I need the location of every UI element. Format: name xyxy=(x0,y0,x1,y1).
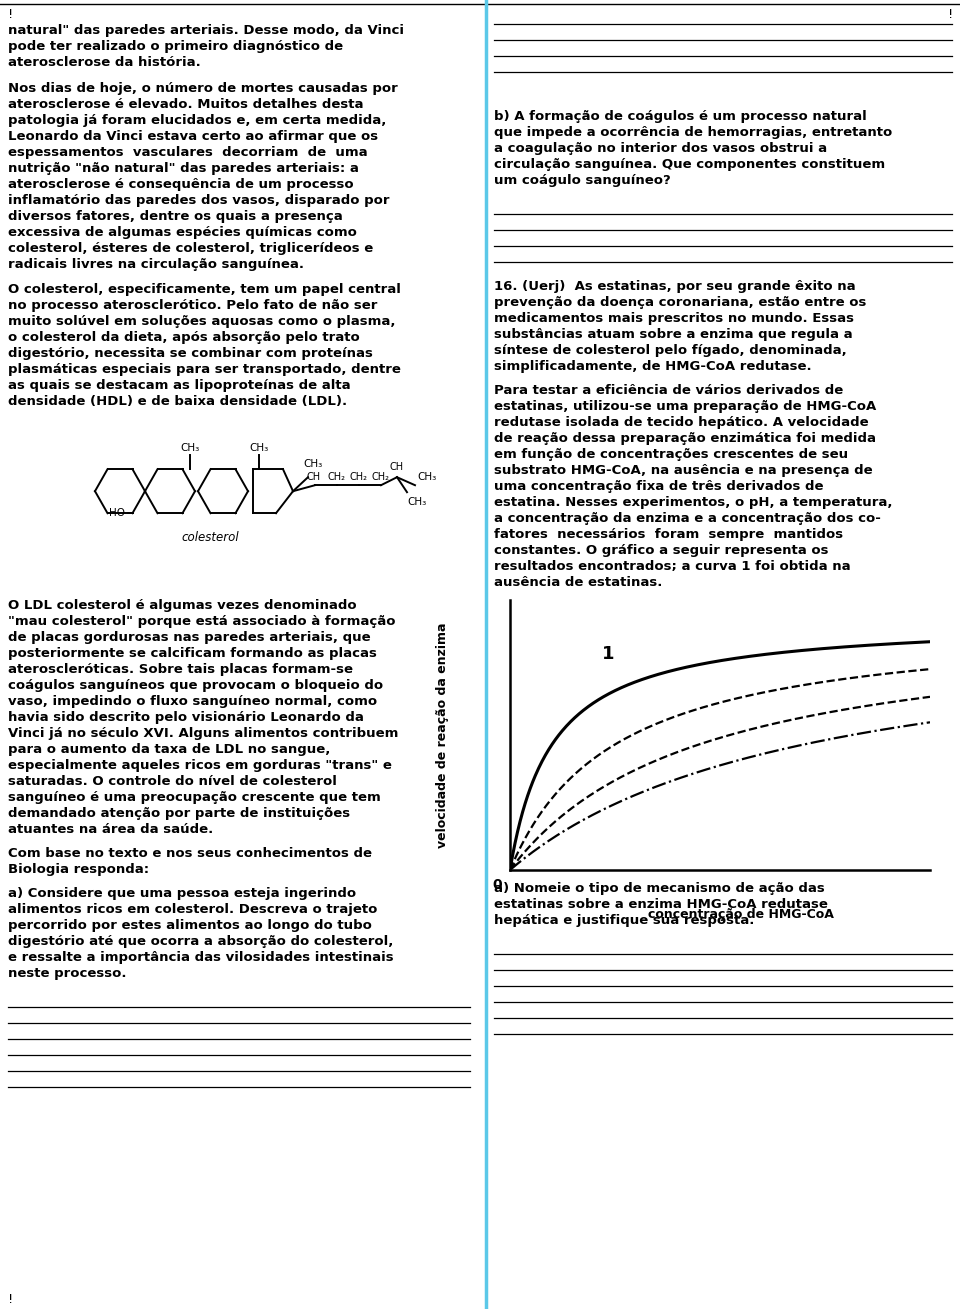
Text: aterosclerose é consequência de um processo: aterosclerose é consequência de um proce… xyxy=(8,178,353,191)
Text: hepática e justifique sua resposta.: hepática e justifique sua resposta. xyxy=(494,914,755,927)
Text: densidade (HDL) e de baixa densidade (LDL).: densidade (HDL) e de baixa densidade (LD… xyxy=(8,395,348,408)
Text: especialmente aqueles ricos em gorduras "trans" e: especialmente aqueles ricos em gorduras … xyxy=(8,759,392,772)
Text: de placas gordurosas nas paredes arteriais, que: de placas gordurosas nas paredes arteria… xyxy=(8,631,371,644)
Text: CH: CH xyxy=(307,473,321,482)
Text: atuantes na área da saúde.: atuantes na área da saúde. xyxy=(8,823,213,836)
Text: de reação dessa preparação enzimática foi medida: de reação dessa preparação enzimática fo… xyxy=(494,432,876,445)
Text: simplificadamente, de HMG-CoA redutase.: simplificadamente, de HMG-CoA redutase. xyxy=(494,360,811,373)
Text: espessamentos  vasculares  decorriam  de  uma: espessamentos vasculares decorriam de um… xyxy=(8,145,368,158)
Text: digestório, necessita se combinar com proteínas: digestório, necessita se combinar com pr… xyxy=(8,347,372,360)
Text: 1: 1 xyxy=(603,645,615,664)
Text: diversos fatores, dentre os quais a presença: diversos fatores, dentre os quais a pres… xyxy=(8,209,343,223)
Text: um coágulo sanguíneo?: um coágulo sanguíneo? xyxy=(494,174,671,187)
Text: 16. (Uerj)  As estatinas, por seu grande êxito na: 16. (Uerj) As estatinas, por seu grande … xyxy=(494,280,855,293)
Text: para o aumento da taxa de LDL no sangue,: para o aumento da taxa de LDL no sangue, xyxy=(8,744,330,757)
Text: concentração de HMG-CoA: concentração de HMG-CoA xyxy=(648,908,834,920)
Text: excessiva de algumas espécies químicas como: excessiva de algumas espécies químicas c… xyxy=(8,225,357,238)
Text: havia sido descrito pelo visionário Leonardo da: havia sido descrito pelo visionário Leon… xyxy=(8,711,364,724)
Text: aterosclerose é elevado. Muitos detalhes desta: aterosclerose é elevado. Muitos detalhes… xyxy=(8,98,364,110)
Text: percorrido por estes alimentos ao longo do tubo: percorrido por estes alimentos ao longo … xyxy=(8,919,372,932)
Text: CH₃: CH₃ xyxy=(407,497,426,507)
Text: neste processo.: neste processo. xyxy=(8,967,127,980)
Text: digestório até que ocorra a absorção do colesterol,: digestório até que ocorra a absorção do … xyxy=(8,935,394,948)
Text: a) Considere que uma pessoa esteja ingerindo: a) Considere que uma pessoa esteja inger… xyxy=(8,888,356,901)
Text: medicamentos mais prescritos no mundo. Essas: medicamentos mais prescritos no mundo. E… xyxy=(494,312,854,325)
Text: constantes. O gráfico a seguir representa os: constantes. O gráfico a seguir represent… xyxy=(494,545,828,558)
Text: patologia já foram elucidados e, em certa medida,: patologia já foram elucidados e, em cert… xyxy=(8,114,386,127)
Text: plasmáticas especiais para ser transportado, dentre: plasmáticas especiais para ser transport… xyxy=(8,363,401,376)
Text: e ressalte a importância das vilosidades intestinais: e ressalte a importância das vilosidades… xyxy=(8,952,394,965)
Text: Para testar a eficiência de vários derivados de: Para testar a eficiência de vários deriv… xyxy=(494,384,843,397)
Text: !: ! xyxy=(8,1293,13,1306)
Text: fatores  necessários  foram  sempre  mantidos: fatores necessários foram sempre mantido… xyxy=(494,528,843,541)
Text: radicais livres na circulação sanguínea.: radicais livres na circulação sanguínea. xyxy=(8,258,304,271)
Text: CH₃: CH₃ xyxy=(250,444,269,453)
Text: estatinas, utilizou-se uma preparação de HMG-CoA: estatinas, utilizou-se uma preparação de… xyxy=(494,401,876,414)
Text: que impede a ocorrência de hemorragias, entretanto: que impede a ocorrência de hemorragias, … xyxy=(494,126,892,139)
Text: alimentos ricos em colesterol. Descreva o trajeto: alimentos ricos em colesterol. Descreva … xyxy=(8,903,377,916)
Text: sanguíneo é uma preocupação crescente que tem: sanguíneo é uma preocupação crescente qu… xyxy=(8,791,381,804)
Text: !: ! xyxy=(948,8,953,21)
Text: Leonardo da Vinci estava certo ao afirmar que os: Leonardo da Vinci estava certo ao afirma… xyxy=(8,130,378,143)
Text: saturadas. O controle do nível de colesterol: saturadas. O controle do nível de colest… xyxy=(8,775,337,788)
Text: inflamatório das paredes dos vasos, disparado por: inflamatório das paredes dos vasos, disp… xyxy=(8,194,390,207)
Text: O colesterol, especificamente, tem um papel central: O colesterol, especificamente, tem um pa… xyxy=(8,283,401,296)
Text: posteriormente se calcificam formando as placas: posteriormente se calcificam formando as… xyxy=(8,647,377,660)
Text: !: ! xyxy=(8,8,13,21)
Text: HO: HO xyxy=(108,508,125,518)
Text: Biologia responda:: Biologia responda: xyxy=(8,863,149,876)
Text: estatinas sobre a enzima HMG-CoA redutase: estatinas sobre a enzima HMG-CoA redutas… xyxy=(494,898,828,911)
Text: Nos dias de hoje, o número de mortes causadas por: Nos dias de hoje, o número de mortes cau… xyxy=(8,81,397,94)
Text: colesterol, ésteres de colesterol, triglicerídeos e: colesterol, ésteres de colesterol, trigl… xyxy=(8,242,373,254)
Text: o colesterol da dieta, após absorção pelo trato: o colesterol da dieta, após absorção pel… xyxy=(8,331,360,344)
Text: as quais se destacam as lipoproteínas de alta: as quais se destacam as lipoproteínas de… xyxy=(8,380,350,393)
Text: estatina. Nesses experimentos, o pH, a temperatura,: estatina. Nesses experimentos, o pH, a t… xyxy=(494,496,893,509)
Text: redutase isolada de tecido hepático. A velocidade: redutase isolada de tecido hepático. A v… xyxy=(494,416,869,429)
Text: natural" das paredes arteriais. Desse modo, da Vinci: natural" das paredes arteriais. Desse mo… xyxy=(8,24,404,37)
Text: velocidade de reação da enzima: velocidade de reação da enzima xyxy=(436,622,449,848)
Text: CH₂: CH₂ xyxy=(372,473,390,482)
Text: CH: CH xyxy=(390,462,404,473)
Text: ausência de estatinas.: ausência de estatinas. xyxy=(494,576,662,589)
Text: colesterol: colesterol xyxy=(181,531,239,545)
Text: substrato HMG-CoA, na ausência e na presença de: substrato HMG-CoA, na ausência e na pres… xyxy=(494,463,873,476)
Text: CH₂: CH₂ xyxy=(328,473,346,482)
Text: nutrição "não natural" das paredes arteriais: a: nutrição "não natural" das paredes arter… xyxy=(8,161,359,174)
Text: resultados encontrados; a curva 1 foi obtida na: resultados encontrados; a curva 1 foi ob… xyxy=(494,560,851,573)
Text: muito solúvel em soluções aquosas como o plasma,: muito solúvel em soluções aquosas como o… xyxy=(8,315,396,329)
Text: pode ter realizado o primeiro diagnóstico de: pode ter realizado o primeiro diagnóstic… xyxy=(8,41,343,52)
Text: síntese de colesterol pelo fígado, denominada,: síntese de colesterol pelo fígado, denom… xyxy=(494,344,847,357)
Text: a) Nomeie o tipo de mecanismo de ação das: a) Nomeie o tipo de mecanismo de ação da… xyxy=(494,882,825,895)
Text: substâncias atuam sobre a enzima que regula a: substâncias atuam sobre a enzima que reg… xyxy=(494,329,852,342)
Text: CH₃: CH₃ xyxy=(417,473,436,482)
Text: b) A formação de coágulos é um processo natural: b) A formação de coágulos é um processo … xyxy=(494,110,867,123)
Text: ateroscleróticas. Sobre tais placas formam-se: ateroscleróticas. Sobre tais placas form… xyxy=(8,664,353,677)
Text: demandado atenção por parte de instituições: demandado atenção por parte de instituiç… xyxy=(8,808,350,821)
Text: uma concentração fixa de três derivados de: uma concentração fixa de três derivados … xyxy=(494,480,824,493)
Text: circulação sanguínea. Que componentes constituem: circulação sanguínea. Que componentes co… xyxy=(494,158,885,171)
Text: CH₃: CH₃ xyxy=(180,444,200,453)
Text: CH₂: CH₂ xyxy=(350,473,368,482)
Text: aterosclerose da história.: aterosclerose da história. xyxy=(8,56,201,69)
Text: no processo aterosclerótico. Pelo fato de não ser: no processo aterosclerótico. Pelo fato d… xyxy=(8,300,377,313)
Text: prevenção da doença coronariana, estão entre os: prevenção da doença coronariana, estão e… xyxy=(494,296,866,309)
Text: CH₃: CH₃ xyxy=(303,459,323,469)
Text: em função de concentrações crescentes de seu: em função de concentrações crescentes de… xyxy=(494,448,848,461)
Text: O LDL colesterol é algumas vezes denominado: O LDL colesterol é algumas vezes denomin… xyxy=(8,600,356,613)
Text: Vinci já no século XVI. Alguns alimentos contribuem: Vinci já no século XVI. Alguns alimentos… xyxy=(8,728,398,740)
Text: a coagulação no interior dos vasos obstrui a: a coagulação no interior dos vasos obstr… xyxy=(494,141,828,154)
Text: "mau colesterol" porque está associado à formação: "mau colesterol" porque está associado à… xyxy=(8,615,396,628)
Text: 0: 0 xyxy=(492,878,501,893)
Text: vaso, impedindo o fluxo sanguíneo normal, como: vaso, impedindo o fluxo sanguíneo normal… xyxy=(8,695,377,708)
Text: Com base no texto e nos seus conhecimentos de: Com base no texto e nos seus conheciment… xyxy=(8,847,372,860)
Text: a concentração da enzima e a concentração dos co-: a concentração da enzima e a concentraçã… xyxy=(494,512,881,525)
Text: coágulos sanguíneos que provocam o bloqueio do: coágulos sanguíneos que provocam o bloqu… xyxy=(8,679,383,692)
